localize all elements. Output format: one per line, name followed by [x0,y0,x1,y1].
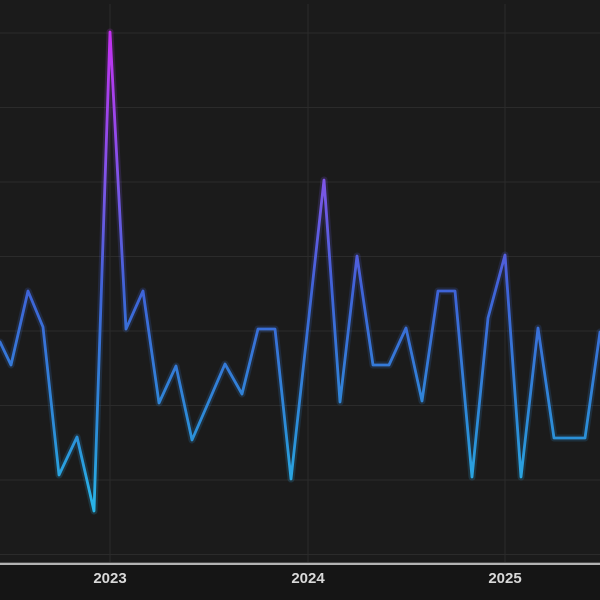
x-tick-label-2025: 2025 [488,570,522,587]
x-tick-label-2024: 2024 [291,570,325,587]
series-line-glow [0,28,600,515]
x-tick-label-2023: 2023 [93,570,127,587]
series-line [0,30,600,513]
x-axis-area [0,565,600,600]
